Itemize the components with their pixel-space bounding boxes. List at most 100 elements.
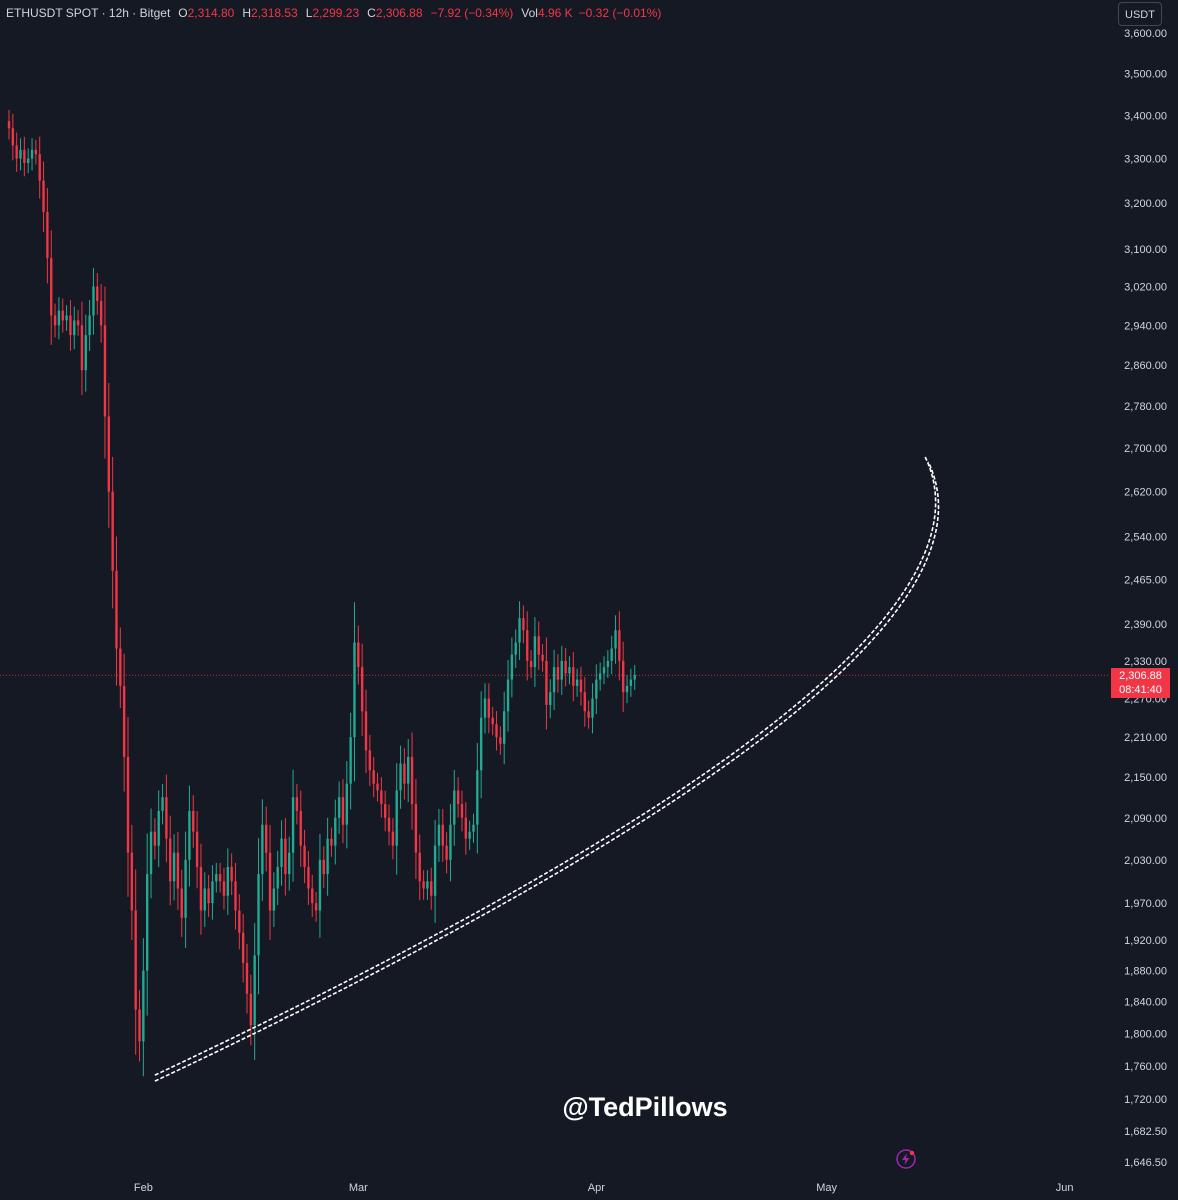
- price-tick-label: 1,920.00: [1124, 935, 1167, 947]
- candle-body: [211, 881, 214, 904]
- candle-body: [318, 859, 322, 911]
- change-value: −7.92 (−0.34%): [430, 6, 514, 20]
- volume-change: −0.32 (−0.01%): [578, 6, 662, 20]
- candle-body: [414, 804, 418, 853]
- high-value: 2,318.53: [251, 6, 298, 20]
- candle-body: [53, 315, 57, 326]
- candle-body: [491, 717, 494, 725]
- price-tick-label: 2,620.00: [1124, 487, 1167, 499]
- candle-body: [69, 315, 72, 336]
- candle-body: [403, 763, 406, 784]
- candle-body: [364, 711, 368, 751]
- candle-body: [142, 970, 145, 1042]
- price-tick-label: 2,940.00: [1124, 320, 1167, 332]
- candle-body: [549, 692, 552, 705]
- candle-body: [23, 149, 26, 163]
- candle-body: [65, 315, 68, 321]
- price-tick-label: 1,720.00: [1124, 1094, 1167, 1106]
- candle-body: [15, 145, 18, 159]
- lightning-bolt-icon[interactable]: [895, 1148, 917, 1170]
- candle-body: [11, 128, 15, 146]
- currency-unit-button[interactable]: USDT: [1118, 2, 1162, 26]
- candle-body: [284, 838, 287, 875]
- time-tick-label: Feb: [134, 1182, 153, 1194]
- candle-body: [19, 149, 22, 159]
- price-tick-label: 1,800.00: [1124, 1028, 1167, 1040]
- candle-body: [314, 903, 318, 911]
- candle-body: [552, 667, 556, 693]
- candle-body: [376, 783, 379, 791]
- candle-body: [587, 711, 590, 718]
- candle-body: [625, 685, 629, 693]
- candle-body: [629, 679, 633, 686]
- price-tick-label: 3,020.00: [1124, 282, 1167, 294]
- candle-body: [80, 325, 84, 371]
- candle-body: [598, 673, 602, 680]
- current-price-value: 2,306.88: [1119, 670, 1162, 682]
- candle-body: [169, 838, 172, 882]
- candle-body: [387, 817, 391, 832]
- price-tick-label: 3,600.00: [1124, 28, 1167, 40]
- price-tick-label: 2,540.00: [1124, 531, 1167, 543]
- candle-body: [556, 667, 560, 680]
- candle-body: [230, 866, 233, 882]
- candle-body: [422, 881, 425, 889]
- candle-body: [46, 212, 49, 259]
- candle-body: [337, 797, 341, 818]
- candle-body: [149, 831, 153, 875]
- candle-body: [199, 866, 203, 911]
- price-tick-label: 2,030.00: [1124, 855, 1167, 867]
- candle-body: [307, 866, 310, 889]
- candle-body: [7, 121, 11, 129]
- candle-body: [487, 698, 491, 718]
- candle-body: [73, 320, 76, 336]
- current-price-tag: 2,306.88 08:41:40: [1111, 668, 1170, 698]
- candle-body: [445, 845, 448, 860]
- symbol-label[interactable]: ETHUSDT SPOT · 12h · Bitget: [6, 6, 171, 20]
- close-value: 2,306.88: [375, 6, 423, 20]
- candle-body: [111, 491, 114, 571]
- candle-body: [253, 955, 256, 1026]
- candle-body: [479, 717, 483, 771]
- candle-body: [153, 831, 157, 846]
- open-value: 2,314.80: [187, 6, 235, 20]
- candle-body: [257, 874, 260, 956]
- candle-body: [526, 630, 529, 661]
- candle-body: [180, 888, 183, 918]
- price-axis[interactable]: 3,600.00 3,500.00 3,400.00 3,300.00 3,200.00…: [1124, 28, 1167, 1169]
- price-tick-label: 3,100.00: [1124, 244, 1167, 256]
- candle-body: [291, 797, 295, 853]
- candle-body: [453, 790, 456, 825]
- candle-body: [522, 618, 525, 631]
- candle-body: [303, 845, 306, 867]
- candle-body: [622, 660, 625, 693]
- candle-body: [38, 154, 41, 181]
- candle-body: [61, 310, 64, 321]
- time-axis[interactable]: Feb Mar Apr May Jun: [134, 1182, 1074, 1194]
- candle-body: [572, 667, 575, 686]
- candle-body: [268, 852, 272, 911]
- candle-body: [115, 570, 118, 649]
- author-watermark: @TedPillows: [562, 1092, 728, 1122]
- candle-body: [326, 838, 329, 875]
- candle-body: [341, 797, 345, 825]
- candle-body: [433, 845, 437, 896]
- open-label: O: [178, 6, 188, 20]
- candle-body: [130, 852, 134, 911]
- candle-body: [633, 675, 636, 680]
- candle-body: [241, 932, 245, 963]
- candle-body: [234, 881, 237, 911]
- price-tick-label: 1,760.00: [1124, 1061, 1167, 1073]
- candle-body: [384, 804, 387, 818]
- candle-body: [146, 874, 149, 971]
- candle-body: [126, 756, 130, 853]
- price-tick-label: 3,300.00: [1124, 154, 1167, 166]
- price-tick-label: 1,840.00: [1124, 997, 1167, 1009]
- price-tick-label: 1,646.50: [1124, 1157, 1167, 1169]
- price-tick-label: 2,090.00: [1124, 813, 1167, 825]
- candle-body: [430, 881, 433, 896]
- candle-body: [518, 618, 521, 643]
- candle-body: [218, 874, 222, 882]
